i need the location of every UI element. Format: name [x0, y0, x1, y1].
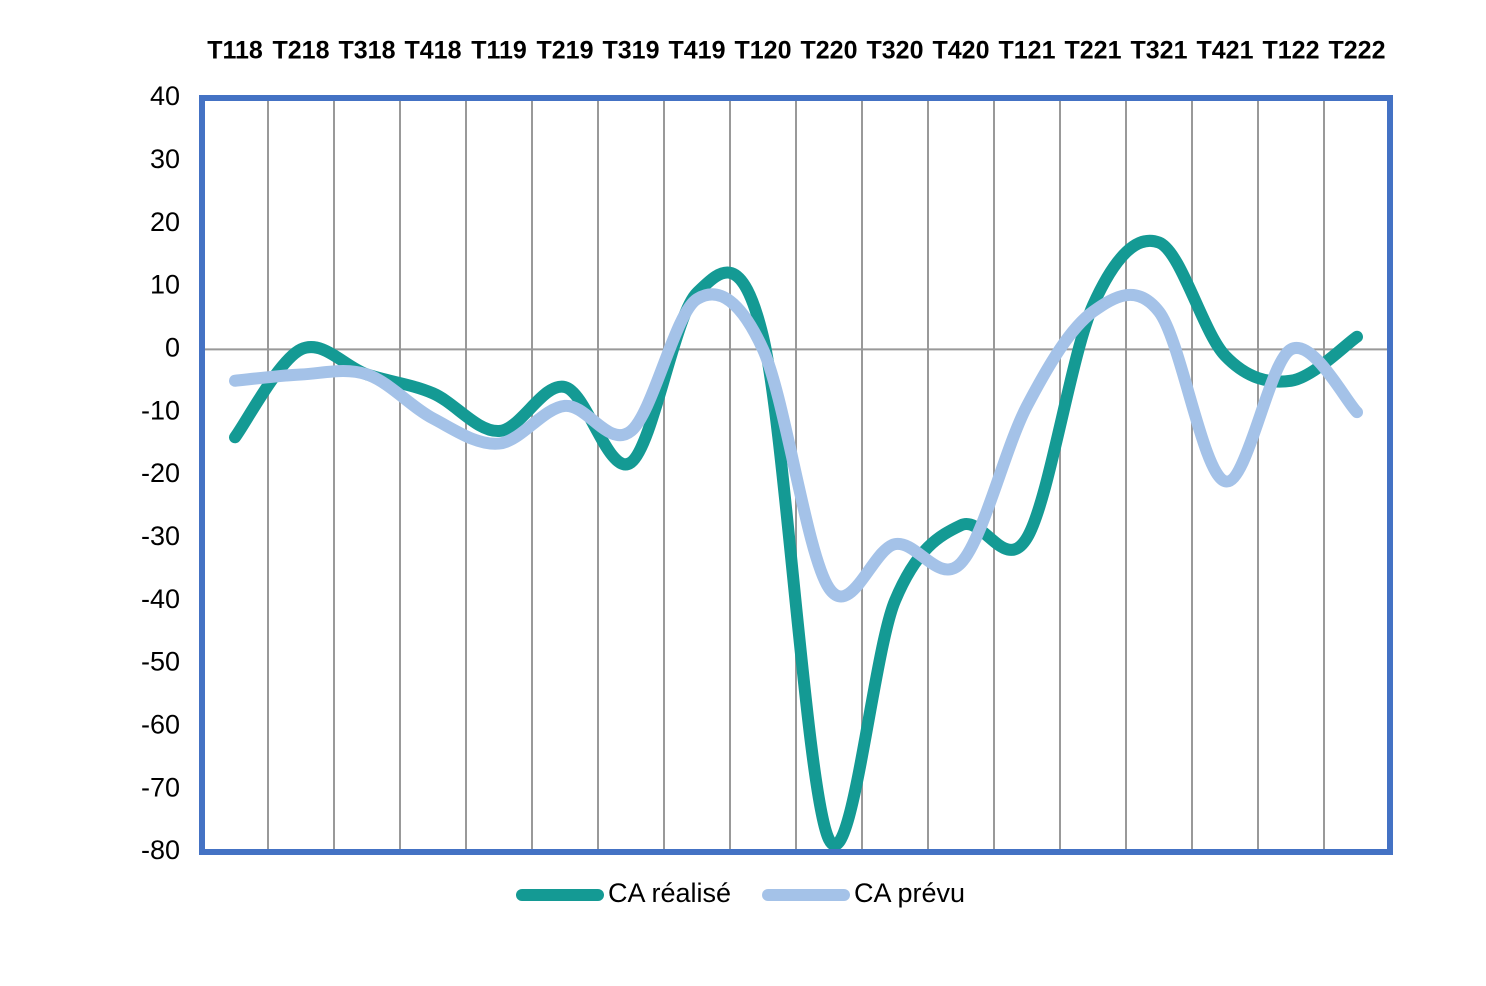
x-tick-label: T119: [471, 37, 527, 65]
x-tick-label: T319: [603, 37, 660, 65]
legend-label: CA réalisé: [608, 878, 731, 908]
series-line: [229, 234, 1363, 851]
plot-frame: [199, 95, 1393, 855]
x-tick-label: T220: [801, 37, 858, 65]
x-tick-label: T218: [273, 37, 330, 65]
x-tick-label: T421: [1197, 37, 1254, 65]
x-tick-label: T222: [1329, 37, 1386, 65]
legend-label: CA prévu: [854, 878, 965, 908]
x-tick-label: T219: [537, 37, 594, 65]
x-tick-label: T318: [339, 37, 396, 65]
y-tick-label: -10: [141, 395, 180, 425]
y-tick-label: 10: [150, 270, 180, 300]
y-tick-label: -50: [141, 647, 180, 677]
x-tick-label: T418: [405, 37, 462, 65]
y-tick-label: -60: [141, 709, 180, 739]
y-tick-label: 20: [150, 207, 180, 237]
x-tick-label: T321: [1131, 37, 1188, 65]
x-tick-label: T122: [1263, 37, 1320, 65]
y-tick-label: -30: [141, 521, 180, 551]
y-tick-label: 0: [165, 332, 180, 362]
y-tick-label: -20: [141, 458, 180, 488]
x-tick-label: T121: [999, 37, 1056, 65]
x-tick-label: T320: [867, 37, 924, 65]
y-tick-label: 30: [150, 144, 180, 174]
x-tick-label: T118: [207, 37, 263, 65]
y-tick-label: -70: [141, 772, 180, 802]
y-tick-label: -80: [141, 835, 180, 865]
x-tick-label: T120: [735, 37, 792, 65]
x-tick-label: T420: [933, 37, 990, 65]
y-tick-label: -40: [141, 584, 180, 614]
x-tick-label: T221: [1065, 37, 1122, 65]
x-tick-label: T419: [669, 37, 726, 65]
y-tick-label: 40: [150, 81, 180, 111]
series-line: [229, 288, 1363, 603]
